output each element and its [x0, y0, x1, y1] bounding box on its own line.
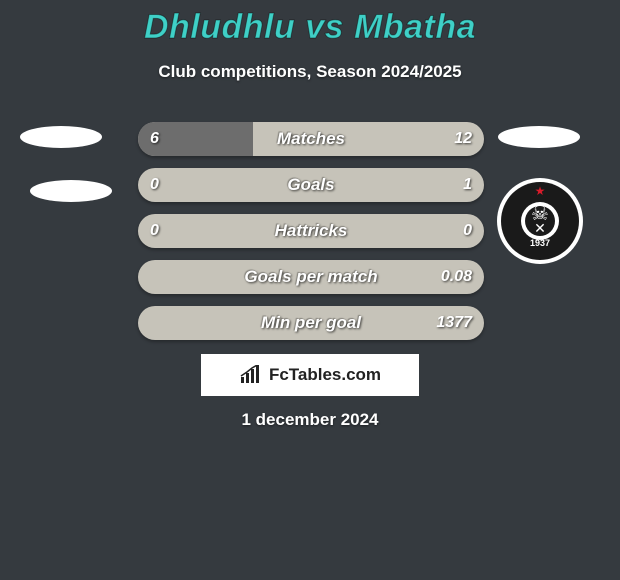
comparison-bars: Matches612Goals01Hattricks00Goals per ma… — [138, 122, 484, 352]
star-icon: ★ — [535, 184, 546, 198]
bar-value-left: 0 — [150, 168, 159, 202]
left-placeholder-2 — [30, 180, 112, 202]
badge-year: 1937 — [530, 238, 550, 248]
right-placeholder-1 — [498, 126, 580, 148]
watermark: FcTables.com — [201, 354, 419, 396]
watermark-text: FcTables.com — [269, 365, 381, 385]
bar-value-right: 1 — [463, 168, 472, 202]
bar-label: Hattricks — [138, 214, 484, 248]
left-placeholder-1 — [20, 126, 102, 148]
title-vs: vs — [305, 8, 344, 46]
crossbones-icon: ✕ — [534, 221, 546, 235]
bar-value-right: 12 — [454, 122, 472, 156]
bar-row: Matches6 12 — [138, 122, 484, 156]
bar-row: Min per goal1377 — [138, 306, 484, 340]
bar-value-left: 0 — [150, 214, 159, 248]
bar-label: Goals per match — [138, 260, 484, 294]
chart-icon — [239, 365, 263, 385]
bar-value-right: 1377 — [436, 306, 472, 340]
bar-row: Goals per match0.08 — [138, 260, 484, 294]
bar-label: Min per goal — [138, 306, 484, 340]
bar-row: Hattricks0 0 — [138, 214, 484, 248]
bar-value-left: 6 — [150, 122, 159, 156]
bar-label: Goals — [138, 168, 484, 202]
subtitle: Club competitions, Season 2024/2025 — [0, 62, 620, 82]
bar-value-right: 0 — [463, 214, 472, 248]
bar-value-right: 0.08 — [441, 260, 472, 294]
bar-label: Matches — [138, 122, 484, 156]
title-player1: Dhludhlu — [144, 8, 295, 46]
date-label: 1 december 2024 — [0, 410, 620, 430]
bar-row: Goals0 1 — [138, 168, 484, 202]
club-badge: ★ ☠ ✕ 1937 — [497, 178, 583, 264]
title-player2: Mbatha — [354, 8, 476, 46]
page-title: Dhludhlu vs Mbatha — [0, 8, 620, 47]
